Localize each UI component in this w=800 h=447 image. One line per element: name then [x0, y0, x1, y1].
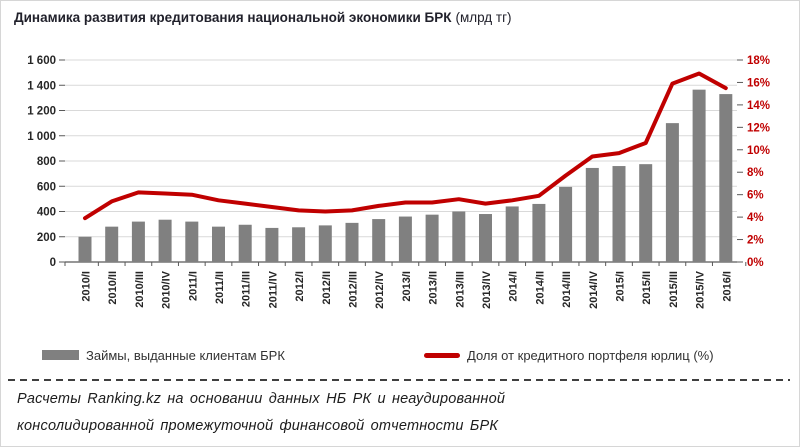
source-note: Расчеты Ranking.kz на основании данных Н…	[17, 386, 780, 440]
x-tick-label: 2015/III	[668, 271, 680, 308]
bar-series-swatch	[42, 350, 79, 360]
bar	[612, 166, 626, 262]
chart-title: Динамика развития кредитования националь…	[14, 10, 512, 25]
x-tick-label: 2010/III	[134, 271, 146, 308]
left-axis-label: 0	[50, 257, 56, 269]
x-tick-label: 2012/IV	[374, 270, 386, 309]
right-axis-label: 6%	[747, 190, 764, 202]
legend-item-bars: Займы, выданные клиентам БРК	[42, 347, 285, 363]
legend-line-label: Доля от кредитного портфеля юрлиц (%)	[467, 347, 714, 363]
x-tick-label: 2016/I	[721, 271, 733, 302]
right-axis-label: 4%	[747, 212, 764, 224]
right-axis-label: 14%	[747, 100, 770, 112]
bar	[345, 222, 359, 262]
source-note-line1: Расчеты Ranking.kz на основании данных Н…	[17, 391, 506, 407]
left-axis-label: 1 000	[27, 131, 56, 143]
right-axis-label: 0%	[747, 257, 764, 269]
bar	[479, 214, 492, 262]
right-axis-label: 16%	[747, 77, 770, 89]
x-tick-label: 2012/III	[348, 271, 360, 308]
x-tick-label: 2013/III	[454, 271, 466, 308]
left-axis-label: 1 600	[27, 55, 56, 67]
bar	[505, 206, 519, 262]
bar	[105, 226, 119, 262]
chart-svg: 0 200 400 600 800 1 000 1 200 1 400 1 600 0% 2% 4% 6…	[27, 55, 770, 309]
bar	[131, 221, 145, 262]
bar	[292, 227, 306, 262]
x-tick-label: 2011/III	[241, 271, 253, 307]
x-tick-label: 2011/II	[214, 271, 226, 304]
bar	[212, 226, 225, 262]
bar	[665, 123, 679, 262]
bar	[719, 94, 733, 263]
chart-title-unit: (млрд тг)	[455, 10, 512, 25]
x-tick-label: 2013/I	[401, 271, 413, 302]
right-axis-label: 2%	[747, 235, 764, 247]
x-tick-label: 2012/II	[321, 271, 333, 305]
bar	[238, 224, 252, 262]
left-axis-label: 600	[37, 181, 56, 193]
source-note-line2: консолидированной промежуточной финансов…	[17, 418, 499, 434]
right-axis-label: 10%	[747, 145, 770, 157]
x-tick-label: 2011/I	[187, 271, 199, 301]
bar	[265, 227, 279, 262]
x-tick-label: 2010/II	[107, 271, 119, 305]
x-tick-label: 2014/IV	[588, 270, 600, 309]
left-axis-label: 1 400	[27, 80, 56, 92]
x-tick-label: 2012/I	[294, 271, 306, 302]
bar	[585, 167, 599, 262]
x-tick-label: 2010/I	[81, 271, 93, 302]
left-axis-label: 1 200	[27, 106, 56, 118]
x-tick-label: 2015/II	[641, 271, 653, 305]
x-tick-label: 2011/IV	[267, 270, 279, 308]
bar	[692, 89, 706, 262]
bar	[532, 203, 546, 262]
line-series-swatch	[424, 352, 460, 358]
chart-title-text: Динамика развития кредитования националь…	[14, 10, 452, 25]
left-axis-label: 200	[37, 232, 56, 244]
legend-bars-label: Займы, выданные клиентам БРК	[86, 347, 285, 363]
separator-dashed-line	[8, 379, 790, 381]
right-axis-label: 12%	[747, 122, 770, 134]
x-tick-label: 2014/III	[561, 271, 573, 308]
x-tick-label: 2010/IV	[161, 270, 173, 309]
bar	[78, 236, 92, 262]
line-series	[83, 71, 728, 221]
bar	[158, 219, 172, 262]
bar	[372, 219, 386, 262]
left-axis-label: 800	[37, 156, 56, 168]
left-axis-label: 400	[37, 207, 56, 219]
right-axis-label: 18%	[747, 55, 770, 67]
bar	[185, 221, 199, 262]
bar	[425, 214, 439, 262]
bar	[398, 216, 412, 262]
right-axis-label: 8%	[747, 167, 764, 179]
x-tick-label: 2015/IV	[695, 270, 707, 309]
bar	[452, 211, 466, 262]
x-tick-label: 2014/II	[534, 271, 546, 305]
bar	[559, 186, 573, 262]
x-tick-label: 2013/II	[428, 271, 440, 305]
bar	[639, 164, 653, 262]
x-tick-label: 2013/IV	[481, 270, 493, 309]
x-tick-label: 2015/I	[615, 271, 627, 302]
x-tick-label: 2014/I	[508, 271, 520, 302]
bar	[318, 225, 332, 262]
legend-item-line: Доля от кредитного портфеля юрлиц (%)	[424, 347, 714, 363]
